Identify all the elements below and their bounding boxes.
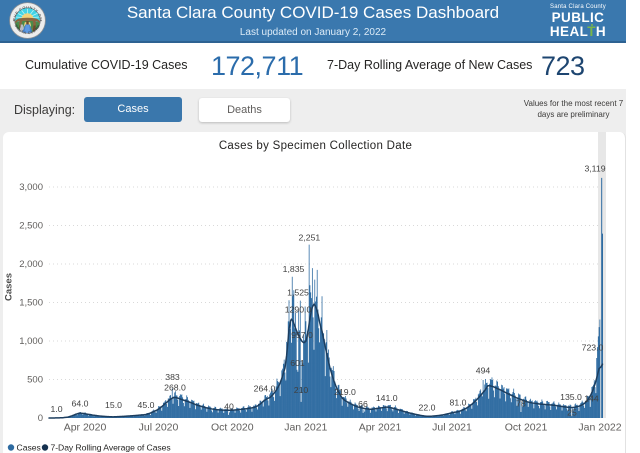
svg-text:Oct 2020: Oct 2020	[211, 422, 254, 434]
svg-text:Jul 2020: Jul 2020	[139, 422, 179, 434]
svg-text:1,835: 1,835	[283, 264, 305, 274]
svg-text:1,525: 1,525	[287, 288, 309, 298]
svg-text:0: 0	[38, 413, 43, 424]
svg-text:2,500: 2,500	[19, 221, 43, 232]
svg-text:1290.0: 1290.0	[285, 304, 312, 314]
svg-text:494: 494	[476, 366, 491, 376]
svg-text:723.0: 723.0	[582, 343, 604, 353]
svg-text:135.0: 135.0	[560, 392, 582, 402]
svg-text:22.0: 22.0	[419, 402, 436, 412]
svg-text:144: 144	[584, 394, 599, 404]
svg-text:3,000: 3,000	[19, 182, 43, 193]
svg-text:7-Day Rolling Average of Cases: 7-Day Rolling Average of Cases	[51, 443, 171, 453]
svg-text:15.0: 15.0	[105, 400, 122, 410]
svg-text:3,119: 3,119	[584, 164, 605, 174]
svg-text:78: 78	[516, 398, 526, 408]
svg-text:Jul 2021: Jul 2021	[432, 422, 472, 434]
svg-text:219.0: 219.0	[334, 387, 356, 397]
svg-text:264.0: 264.0	[254, 384, 276, 394]
svg-text:957.0: 957.0	[291, 330, 313, 340]
svg-text:64.0: 64.0	[72, 398, 89, 408]
svg-text:1,500: 1,500	[19, 298, 43, 309]
svg-text:40: 40	[224, 401, 234, 411]
svg-text:2,251: 2,251	[299, 233, 321, 243]
svg-text:25: 25	[567, 408, 577, 418]
svg-text:Cases: Cases	[4, 273, 15, 301]
svg-text:Cases by Specimen Collection D: Cases by Specimen Collection Date	[219, 140, 412, 152]
svg-text:66: 66	[358, 399, 368, 409]
svg-text:383: 383	[165, 372, 180, 382]
svg-text:Jan 2022: Jan 2022	[578, 422, 621, 434]
svg-text:45.0: 45.0	[138, 400, 155, 410]
svg-text:141.0: 141.0	[376, 393, 398, 403]
svg-text:500: 500	[27, 375, 43, 386]
svg-text:268.0: 268.0	[164, 383, 186, 393]
svg-text:1.0: 1.0	[50, 404, 62, 414]
svg-text:2,000: 2,000	[19, 259, 43, 270]
svg-text:Oct 2021: Oct 2021	[505, 422, 548, 434]
svg-text:Apr 2020: Apr 2020	[64, 422, 107, 434]
svg-text:Apr 2021: Apr 2021	[359, 422, 402, 434]
svg-text:601: 601	[290, 358, 305, 368]
svg-text:Cases: Cases	[17, 443, 41, 453]
svg-text:Jan 2021: Jan 2021	[284, 422, 327, 434]
svg-text:210: 210	[294, 385, 309, 395]
svg-text:1,000: 1,000	[19, 336, 43, 347]
svg-text:81.0: 81.0	[450, 398, 467, 408]
